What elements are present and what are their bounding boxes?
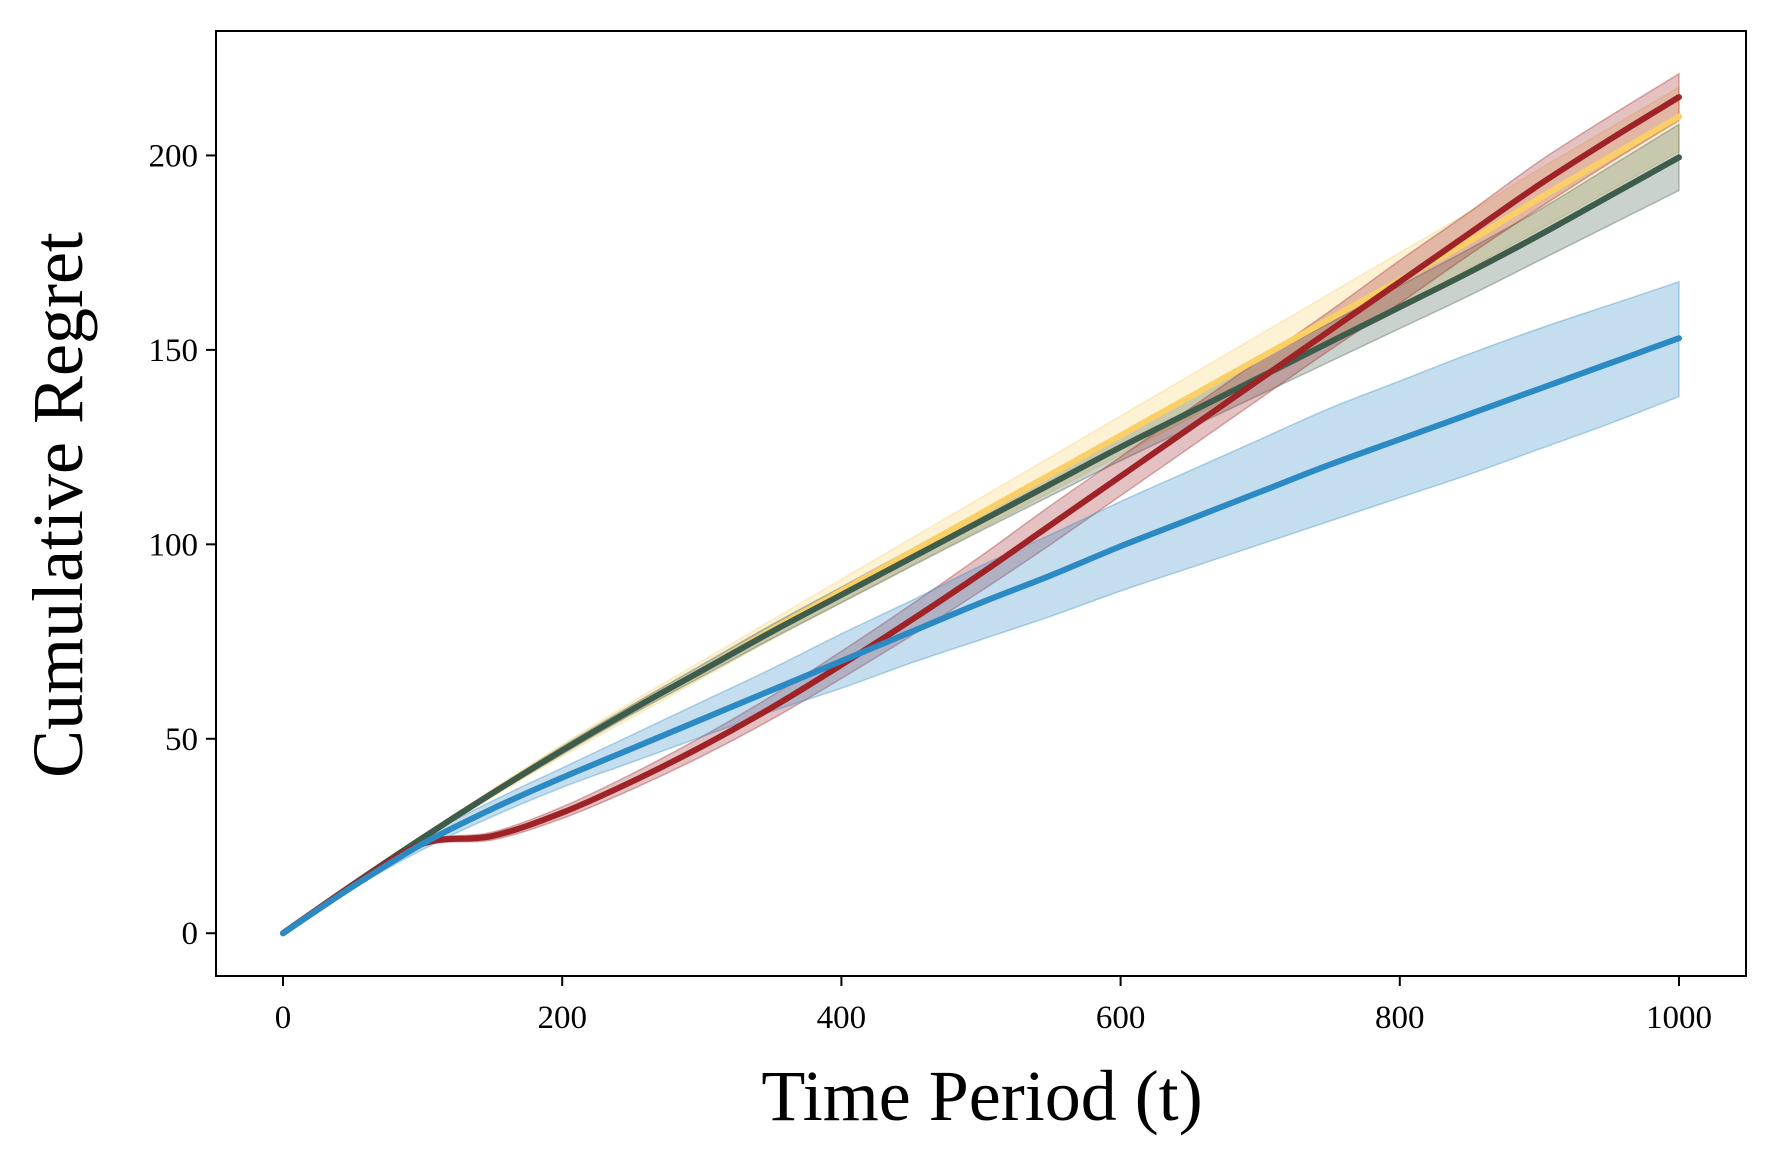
band-dark-green — [282, 122, 1680, 934]
plot-frame — [215, 30, 1747, 977]
band-red — [282, 72, 1680, 934]
x-axis-label: Time Period (t) — [761, 1056, 1202, 1136]
x-axis-ticks: 0 200 400 600 800 1000 — [275, 976, 1712, 1036]
series-lines — [280, 94, 1682, 937]
y-axis-label: Cumulative Regret — [18, 232, 98, 778]
x-tick-label: 0 — [275, 1000, 292, 1036]
x-tick-label: 600 — [1096, 1000, 1146, 1036]
y-tick-label: 150 — [149, 333, 199, 369]
series-line-red — [280, 94, 1682, 937]
series-line-dark-green — [280, 154, 1682, 937]
y-tick-label: 0 — [182, 916, 199, 952]
y-axis-ticks: 0 50 100 150 200 — [149, 138, 216, 952]
y-tick-label: 50 — [165, 722, 198, 758]
x-tick-label: 800 — [1375, 1000, 1425, 1036]
x-tick-label: 400 — [817, 1000, 867, 1036]
y-tick-label: 100 — [149, 527, 199, 563]
x-tick-label: 1000 — [1646, 1000, 1712, 1036]
y-tick-label: 200 — [149, 138, 199, 174]
series-line-blue — [280, 335, 1682, 937]
x-tick-label: 200 — [537, 1000, 587, 1036]
